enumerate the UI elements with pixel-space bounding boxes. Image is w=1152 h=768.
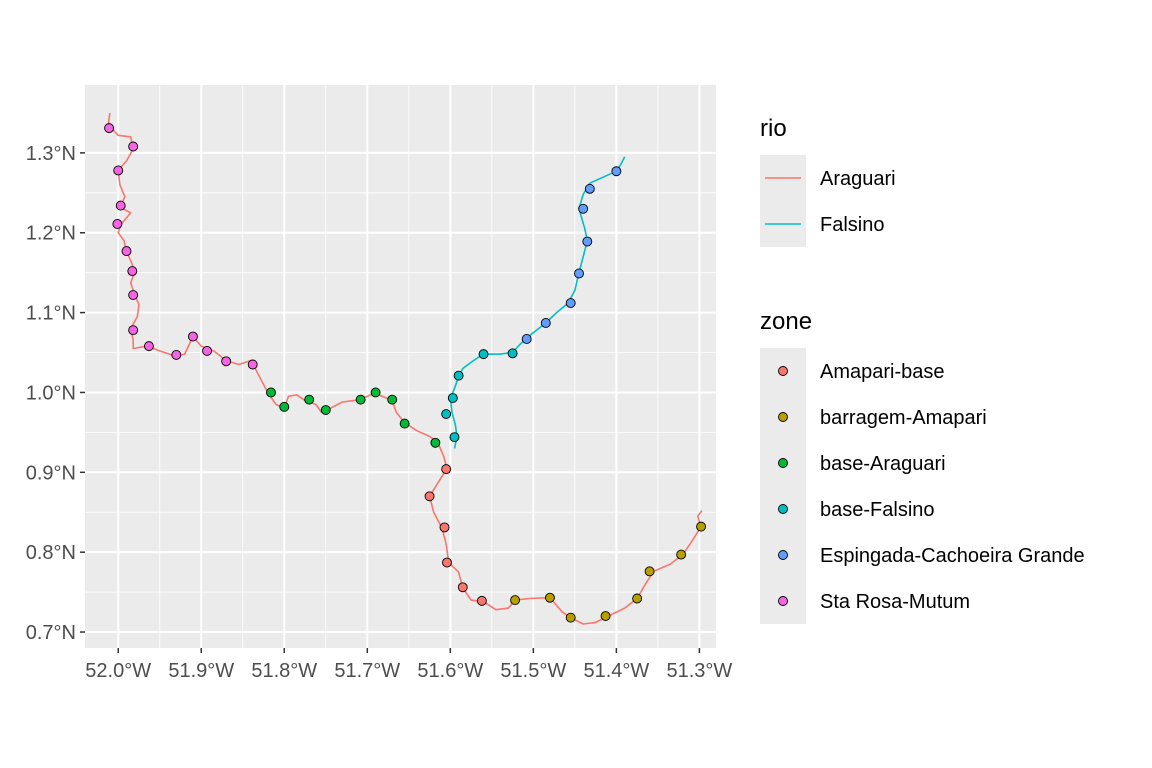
point-base-araguari [370, 387, 381, 398]
point-base-falsino [449, 432, 460, 443]
x-tick-label: 51.9°W [168, 660, 234, 682]
legend-point-key [778, 458, 788, 468]
zone-legend-label: base-Falsino [820, 499, 935, 521]
zone-legend-label: Sta Rosa-Mutum [820, 591, 970, 613]
point-espingada-cachoeira-grande [578, 203, 589, 214]
plot-panel [85, 85, 716, 648]
x-tick-label: 51.3°W [666, 660, 732, 682]
point-base-araguari [387, 394, 398, 405]
point-sta-rosa-mutum [112, 219, 123, 229]
point-base-araguari [320, 405, 331, 415]
point-espingada-cachoeira-grande [521, 333, 532, 344]
x-tick-label: 51.6°W [417, 660, 483, 682]
y-tick-label: 1.0°N [26, 382, 76, 404]
point-amapari-base [439, 522, 450, 533]
point-amapari-base [457, 582, 468, 593]
point-sta-rosa-mutum [247, 359, 258, 370]
point-barragem-amapari [676, 549, 687, 560]
river-legend-label: Araguari [820, 168, 896, 190]
point-espingada-cachoeira-grande [540, 318, 551, 328]
river-legend-title: rio [760, 115, 787, 142]
point-amapari-base [424, 491, 435, 502]
point-base-falsino [441, 409, 452, 419]
y-tick-label: 0.7°N [26, 622, 76, 644]
legend-point-key [778, 366, 788, 376]
x-axis-ticks: 52.0°W 51.9°W 51.8°W 51.7°W 51.6°W 51.5°W 51.4… [85, 648, 732, 682]
point-sta-rosa-mutum [121, 246, 132, 257]
legend-point-key [778, 550, 788, 560]
point-espingada-cachoeira-grande [582, 236, 593, 247]
x-tick-label: 51.4°W [583, 660, 649, 682]
point-barragem-amapari [565, 612, 576, 623]
x-tick-label: 52.0°W [85, 660, 151, 682]
y-axis-ticks: 0.7°N 0.8°N 0.9°N 1.0°N 1.1°N 1.2°N 1.3°N [26, 143, 85, 644]
point-base-falsino [447, 393, 458, 403]
y-tick-label: 0.8°N [26, 542, 76, 564]
legend-point-key [778, 412, 788, 422]
point-espingada-cachoeira-grande [584, 183, 595, 194]
gridlines [85, 85, 716, 648]
y-tick-label: 1.3°N [26, 143, 76, 165]
legend-point-key [778, 596, 788, 606]
point-amapari-base [441, 464, 452, 475]
point-sta-rosa-mutum [115, 200, 126, 211]
x-tick-label: 51.8°W [251, 660, 317, 682]
zone-legend: zone Amapari-base barragem-Amapari base-Ar… [760, 308, 1085, 624]
x-tick-label: 51.7°W [334, 660, 400, 682]
point-base-araguari [355, 394, 366, 405]
y-tick-label: 1.2°N [26, 223, 76, 245]
point-sta-rosa-mutum [128, 325, 139, 336]
point-base-araguari [304, 394, 315, 405]
point-barragem-amapari [632, 593, 643, 604]
point-sta-rosa-mutum [128, 141, 139, 152]
point-espingada-cachoeira-grande [565, 298, 576, 308]
point-sta-rosa-mutum [128, 290, 139, 300]
river-legend-label: Falsino [820, 214, 884, 236]
point-base-araguari [266, 387, 276, 398]
zone-legend-label: Espingada-Cachoeira Grande [820, 545, 1085, 567]
point-barragem-amapari [644, 566, 655, 577]
zone-legend-label: base-Araguari [820, 453, 946, 475]
point-sta-rosa-mutum [221, 356, 232, 367]
zone-legend-label: Amapari-base [820, 361, 945, 383]
point-barragem-amapari [544, 592, 555, 603]
point-sta-rosa-mutum [127, 266, 138, 277]
legend-point-key [778, 504, 788, 514]
point-base-araguari [399, 418, 410, 429]
y-tick-label: 1.1°N [26, 303, 76, 325]
zone-legend-title: zone [760, 308, 812, 335]
point-sta-rosa-mutum [202, 345, 212, 356]
point-base-araguari [279, 401, 290, 412]
point-espingada-cachoeira-grande [611, 166, 622, 177]
point-barragem-amapari [510, 595, 521, 606]
point-espingada-cachoeira-grande [574, 268, 584, 279]
point-base-araguari [430, 437, 441, 448]
point-amapari-base [476, 595, 487, 606]
point-amapari-base [442, 557, 452, 568]
zone-legend-label: barragem-Amapari [820, 407, 987, 429]
y-tick-label: 0.9°N [26, 462, 76, 484]
point-sta-rosa-mutum [171, 349, 182, 360]
point-sta-rosa-mutum [187, 331, 198, 342]
point-sta-rosa-mutum [143, 341, 154, 352]
point-base-falsino [453, 370, 464, 381]
point-barragem-amapari [696, 521, 707, 532]
point-sta-rosa-mutum [113, 165, 124, 176]
point-base-falsino [507, 348, 518, 359]
river-falsino [449, 156, 626, 449]
point-base-falsino [478, 349, 489, 360]
river-legend: rio Araguari Falsino [760, 115, 896, 247]
point-barragem-amapari [600, 611, 611, 622]
x-tick-label: 51.5°W [500, 660, 566, 682]
sample-points [104, 123, 707, 623]
point-sta-rosa-mutum [104, 123, 115, 134]
